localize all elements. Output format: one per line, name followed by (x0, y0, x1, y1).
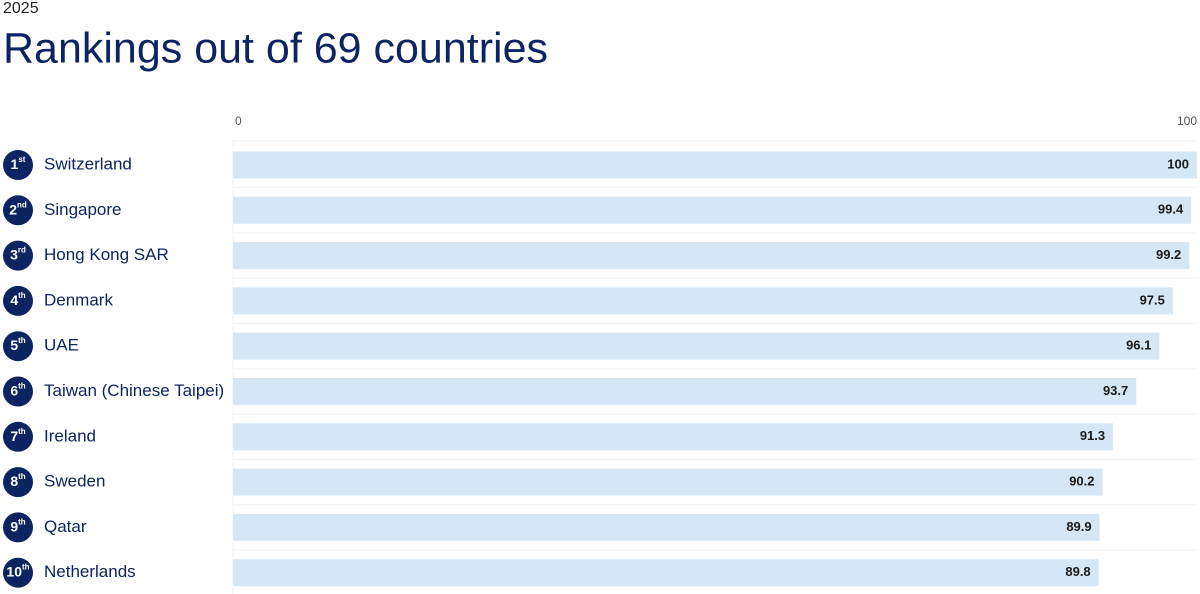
bar (233, 287, 1173, 315)
x-tick-label: 100 (1177, 114, 1197, 128)
rank-label: 2nd (9, 200, 27, 217)
value-label: 96.1 (1126, 338, 1151, 353)
rank-suffix: st (18, 155, 25, 164)
rank-number: 4 (10, 292, 18, 308)
rank-label: 7th (10, 427, 25, 444)
x-tick-label: 0 (235, 114, 242, 128)
value-label: 97.5 (1140, 292, 1165, 307)
rank-badge (3, 331, 33, 362)
rank-suffix: th (22, 563, 30, 572)
rank-suffix: th (18, 336, 26, 345)
rank-suffix: nd (17, 200, 27, 209)
value-label: 93.7 (1103, 383, 1128, 398)
rank-suffix: th (18, 518, 26, 527)
rank-number: 5 (10, 337, 18, 353)
category-label: Hong Kong SAR (44, 245, 169, 264)
category-label: Netherlands (44, 562, 136, 581)
rank-label: 9th (10, 518, 25, 535)
rank-badge (3, 467, 33, 498)
bar (233, 468, 1103, 496)
value-label: 99.4 (1158, 202, 1184, 217)
bar (233, 559, 1099, 587)
category-label: Taiwan (Chinese Taipei) (44, 381, 224, 400)
rank-badge (3, 557, 33, 588)
rank-number: 3 (10, 246, 18, 262)
rank-number: 9 (10, 518, 18, 534)
rank-suffix: th (18, 472, 26, 481)
category-label: Switzerland (44, 154, 132, 173)
bar (233, 332, 1160, 360)
bar (233, 378, 1137, 405)
rank-number: 2 (9, 201, 17, 217)
value-label: 99.2 (1156, 247, 1181, 262)
rank-badge (3, 240, 33, 271)
bar (233, 513, 1100, 541)
bar (233, 242, 1190, 270)
rank-label: 6th (10, 382, 25, 399)
rank-suffix: th (18, 427, 26, 436)
rank-badge (3, 421, 33, 452)
value-label: 90.2 (1069, 474, 1094, 489)
chart-subtitle: 2025 (3, 0, 39, 17)
rank-badge (3, 512, 33, 543)
bar (233, 196, 1192, 224)
rank-badge (3, 195, 33, 226)
rank-number: 10 (6, 563, 22, 579)
rank-label: 4th (10, 291, 25, 308)
category-label: UAE (44, 336, 79, 355)
category-label: Ireland (44, 426, 96, 445)
category-label: Denmark (44, 290, 113, 309)
rank-suffix: rd (18, 246, 26, 255)
category-label: Sweden (44, 472, 105, 491)
bar (233, 151, 1197, 179)
rank-number: 7 (10, 428, 18, 444)
rank-suffix: th (18, 291, 26, 300)
chart-title: Rankings out of 69 countries (3, 24, 548, 72)
rank-badge (3, 285, 33, 316)
value-label: 89.8 (1065, 564, 1090, 579)
category-label: Singapore (44, 200, 122, 219)
rank-number: 1 (11, 156, 19, 172)
rank-badge (3, 150, 33, 180)
rank-suffix: th (18, 382, 26, 391)
value-label: 100 (1167, 156, 1189, 171)
rank-label: 5th (10, 336, 25, 353)
bar (233, 423, 1114, 451)
rank-label: 1st (11, 155, 26, 172)
category-label: Qatar (44, 517, 87, 536)
rank-number: 6 (10, 382, 18, 398)
rank-badge (3, 376, 33, 407)
rank-number: 8 (10, 473, 18, 489)
value-label: 89.9 (1066, 519, 1091, 534)
rank-label: 8th (10, 472, 25, 489)
value-label: 91.3 (1080, 428, 1105, 443)
rank-label: 10th (6, 563, 29, 580)
rank-label: 3rd (10, 246, 26, 263)
